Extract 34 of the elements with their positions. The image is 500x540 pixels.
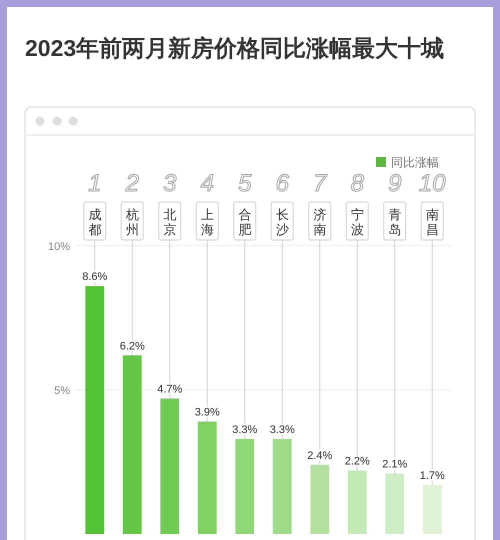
data-label: 2.4% xyxy=(307,450,332,462)
data-label: 4.7% xyxy=(157,384,182,396)
x-tick-label: 杭州 xyxy=(126,207,139,237)
data-label: 2.1% xyxy=(382,458,408,470)
annotation: 1 xyxy=(88,170,102,197)
x-tick-label: 长沙 xyxy=(276,207,289,237)
annotation: 8 xyxy=(350,170,364,197)
data-label: 2.2% xyxy=(344,456,370,468)
chart-title: 2023年前两月新房价格同比涨幅最大十城 xyxy=(25,35,444,61)
x-tick-label: 上海 xyxy=(200,207,214,237)
data-label: 8.6% xyxy=(82,271,108,284)
data-label: 3.3% xyxy=(270,424,295,436)
annotation: 7 xyxy=(313,170,326,197)
annotation: 10 xyxy=(418,170,446,197)
x-tick-label: 北京 xyxy=(163,207,176,237)
data-label: 3.9% xyxy=(194,406,220,419)
y-tick-label: 10% xyxy=(48,240,70,253)
legend-label: 同比涨幅 xyxy=(391,156,439,170)
y-tick-label: 5% xyxy=(54,384,70,397)
data-label: 1.7% xyxy=(420,470,445,482)
x-tick-label: 成都 xyxy=(88,207,102,237)
x-tick-label: 合肥 xyxy=(238,207,252,237)
annotation: 5 xyxy=(238,170,252,197)
x-tick-label: 南昌 xyxy=(426,207,439,237)
data-label: 6.2% xyxy=(120,340,145,352)
x-tick-label: 青岛 xyxy=(388,207,402,237)
annotation: 4 xyxy=(200,170,214,197)
annotation: 6 xyxy=(276,170,289,197)
data-label: 3.3% xyxy=(232,424,258,436)
annotation: 2 xyxy=(126,170,139,197)
x-tick-label: 济南 xyxy=(313,207,326,237)
x-tick-label: 宁波 xyxy=(350,207,364,237)
annotation: 3 xyxy=(163,170,176,197)
annotation: 9 xyxy=(388,170,402,197)
